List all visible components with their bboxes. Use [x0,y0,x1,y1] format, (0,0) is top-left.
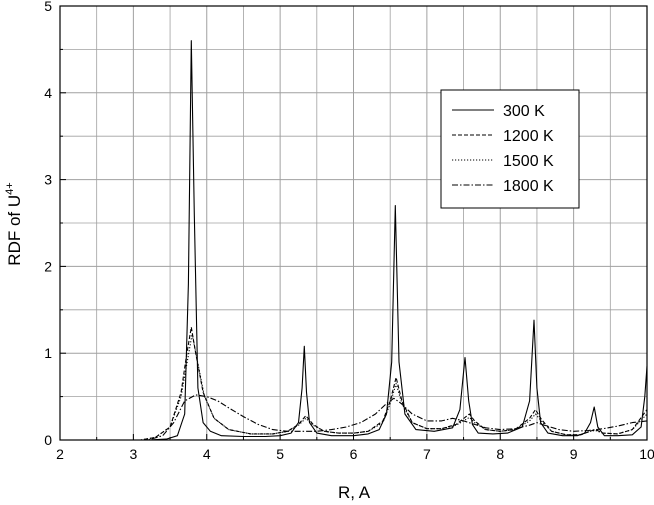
y-axis-label-superscript: 4+ [4,182,16,195]
legend-label: 1200 K [503,128,554,145]
y-tick-label: 3 [44,172,52,188]
x-tick-label: 6 [350,446,358,462]
y-axis-label-main: RDF of U [5,195,24,266]
x-tick-label: 7 [423,446,431,462]
y-tick-label: 4 [44,85,52,101]
tick-labels: 2 3 4 5 6 7 8 9 10 0 1 2 3 4 5 [44,0,654,462]
legend-label: 1800 K [503,178,554,195]
series-lines [60,40,648,441]
x-tick-label: 9 [570,446,578,462]
series-line-1800-k [60,394,648,441]
y-tick-label: 5 [44,0,52,14]
axis-ticks [59,5,648,441]
y-tick-label: 1 [44,345,52,361]
series-line-1200-k [60,326,648,441]
x-tick-label: 5 [276,446,284,462]
x-tick-label: 2 [56,446,64,462]
y-tick-label: 2 [44,258,52,274]
x-tick-label: 4 [203,446,211,462]
series-line-1500-k [60,333,648,441]
x-tick-label: 10 [639,446,654,462]
y-tick-label: 0 [44,432,52,448]
legend: 300 K 1200 K 1500 K 1800 K [440,89,580,209]
y-axis-label: RDF of U4+ [4,182,24,265]
legend-label: 300 K [503,103,545,120]
grid [60,6,647,440]
x-axis-label: R, A [338,483,371,502]
legend-label: 1500 K [503,153,554,170]
x-tick-label: 8 [496,446,504,462]
x-tick-label: 3 [129,446,137,462]
